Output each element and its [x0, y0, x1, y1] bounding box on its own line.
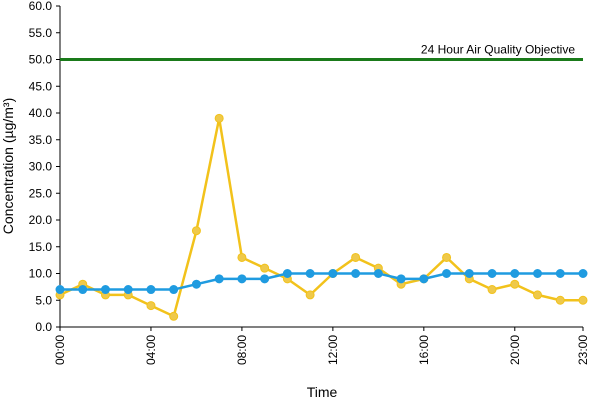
data-point — [396, 274, 406, 284]
data-point — [305, 269, 315, 278]
x-axis-ticks: 00:00 04:00 08:00 12:00 16:00 20:00 23:00 — [53, 327, 590, 365]
y-tick-label: 10.0 — [29, 267, 53, 281]
data-point — [305, 290, 315, 300]
y-tick-label: 55.0 — [29, 26, 53, 40]
y-axis-ticks: 0.0 5.0 10.0 15.0 20.0 25.0 30.0 35.0 40.0 45.0 50… — [29, 0, 60, 334]
data-point — [464, 269, 474, 278]
reference-line-label: 24 Hour Air Quality Objective — [421, 43, 575, 57]
data-point — [328, 269, 338, 278]
data-point — [146, 301, 156, 311]
y-tick-label: 0.0 — [35, 320, 52, 334]
data-point — [487, 269, 497, 278]
data-point — [578, 295, 588, 305]
y-tick-label: 5.0 — [35, 293, 52, 307]
data-point — [442, 269, 452, 278]
y-tick-label: 35.0 — [29, 133, 53, 147]
x-tick-label: 08:00 — [235, 335, 249, 365]
y-tick-label: 50.0 — [29, 53, 53, 67]
y-tick-label: 15.0 — [29, 240, 53, 254]
y-tick-label: 45.0 — [29, 79, 53, 93]
data-point — [555, 269, 565, 278]
data-point — [487, 285, 497, 295]
data-point — [237, 274, 247, 284]
data-point — [214, 274, 224, 284]
x-tick-label: 04:00 — [144, 335, 158, 365]
data-point — [191, 226, 201, 236]
data-point — [260, 274, 270, 284]
data-point — [533, 269, 543, 278]
data-point — [78, 285, 88, 295]
y-tick-label: 25.0 — [29, 186, 53, 200]
data-point — [351, 252, 361, 262]
data-point — [100, 285, 110, 295]
y-tick-label: 20.0 — [29, 213, 53, 227]
data-point — [373, 269, 383, 278]
data-point — [169, 311, 179, 321]
data-point — [260, 263, 270, 273]
data-point — [214, 113, 224, 123]
x-axis-title: Time — [307, 384, 338, 400]
y-tick-label: 30.0 — [29, 160, 53, 174]
data-point — [442, 252, 452, 262]
x-tick-label: 23:00 — [576, 335, 590, 365]
data-point — [510, 279, 520, 289]
reference-line-group: 24 Hour Air Quality Objective — [60, 43, 583, 61]
data-point — [191, 279, 201, 289]
data-point — [146, 285, 156, 295]
data-point — [533, 290, 543, 300]
y-tick-label: 40.0 — [29, 106, 53, 120]
data-point — [555, 295, 565, 305]
y-tick-label: 60.0 — [29, 0, 53, 13]
data-point — [419, 274, 429, 284]
series-line — [59, 117, 583, 318]
data-point — [578, 269, 588, 278]
data-point — [510, 269, 520, 278]
series-group — [55, 113, 588, 321]
data-point — [351, 269, 361, 278]
x-tick-label: 12:00 — [326, 335, 340, 365]
data-point — [169, 285, 179, 295]
x-tick-label: 16:00 — [417, 335, 431, 365]
data-point — [282, 269, 292, 278]
data-point — [55, 285, 65, 295]
series-2 — [55, 269, 588, 295]
data-point — [123, 285, 133, 295]
data-point — [237, 252, 247, 262]
x-tick-label: 20:00 — [508, 335, 522, 365]
x-tick-label: 00:00 — [53, 335, 67, 365]
y-axis-title: Concentration (µg/m³) — [0, 98, 16, 234]
